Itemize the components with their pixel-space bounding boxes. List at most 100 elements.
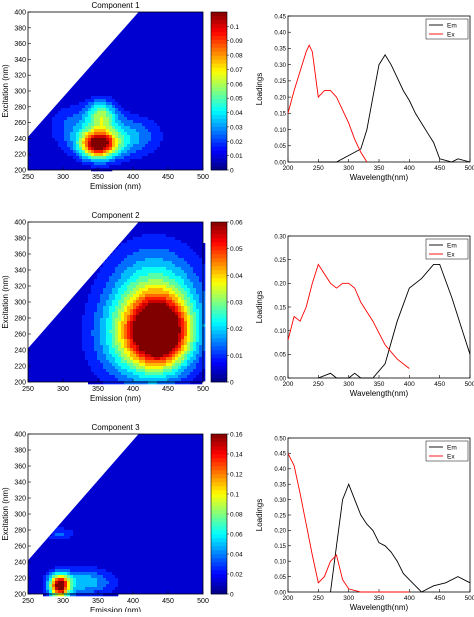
heatmap-cell <box>163 234 167 238</box>
heatmap-cell <box>121 357 125 361</box>
heatmap-cell <box>193 318 197 322</box>
heatmap-cell <box>154 234 158 238</box>
heatmap-cell <box>46 590 50 594</box>
colorbar-segment <box>211 354 227 359</box>
heatmap-cell <box>100 354 104 358</box>
heatmap-cell <box>163 351 167 355</box>
heatmap-cell <box>169 357 173 361</box>
colorbar-segment <box>211 542 227 547</box>
heatmap-cell <box>148 222 152 226</box>
heatmap-cell <box>148 351 152 355</box>
heatmap-cell <box>88 581 92 585</box>
x-axis-label: Emission (nm) <box>90 606 141 612</box>
heatmap-cell <box>145 321 149 325</box>
heatmap-cell <box>118 351 122 355</box>
heatmap-cell <box>199 264 203 268</box>
heatmap-cell <box>73 348 77 352</box>
colorbar-tick-label: 0.05 <box>230 96 243 103</box>
heatmap-cell <box>115 345 119 349</box>
heatmap-cell <box>64 105 68 109</box>
heatmap-cell <box>70 114 74 118</box>
heatmap-cell <box>43 569 47 573</box>
heatmap-cell <box>88 360 92 364</box>
heatmap-cell <box>109 102 113 106</box>
heatmap-cell <box>82 126 86 130</box>
colorbar-segment <box>211 514 227 519</box>
heatmap-cell <box>121 279 125 283</box>
x-tick-label: 450 <box>434 381 445 388</box>
heatmap-cell <box>148 372 152 376</box>
heatmap-cell <box>139 333 143 337</box>
heatmap-cell <box>169 240 173 244</box>
y-tick-label: 0.15 <box>274 544 286 550</box>
heatmap-cell <box>148 321 152 325</box>
heatmap-cell <box>136 306 140 310</box>
heatmap-cell <box>103 330 107 334</box>
heatmap-cell <box>85 162 89 166</box>
heatmap-cell <box>160 276 164 280</box>
heatmap-cell <box>124 300 128 304</box>
heatmap-cell <box>88 381 92 385</box>
heatmap-cell <box>124 581 128 585</box>
colorbar-segment <box>211 434 227 439</box>
heatmap-cell <box>121 132 125 136</box>
heatmap-cell <box>196 291 200 295</box>
heatmap-cell <box>202 360 206 364</box>
y-tick-label: 0.35 <box>274 47 286 53</box>
heatmap-cell <box>82 333 86 337</box>
heatmap-cell <box>85 575 89 579</box>
heatmap-cell <box>133 135 137 139</box>
heatmap-cell <box>52 539 56 543</box>
colorbar-segment <box>211 130 227 135</box>
heatmap-cell <box>157 309 161 313</box>
heatmap-cell <box>136 300 140 304</box>
heatmap-cell <box>160 270 164 274</box>
heatmap-cell <box>148 228 152 232</box>
x-tick-label: 300 <box>343 165 354 172</box>
heatmap-cell <box>199 336 203 340</box>
colorbar-segment <box>211 322 227 327</box>
heatmap-cell <box>193 306 197 310</box>
heatmap-cell <box>124 354 128 358</box>
heatmap-cell <box>100 351 104 355</box>
heatmap-cell <box>67 536 71 540</box>
heatmap-cell <box>91 123 95 127</box>
heatmap-cell <box>169 261 173 265</box>
heatmap-cell <box>157 141 161 145</box>
heatmap-cell <box>133 117 137 121</box>
heatmap-cell <box>154 255 158 259</box>
heatmap-cell <box>115 584 119 588</box>
heatmap-cell <box>112 294 116 298</box>
heatmap-cell <box>184 261 188 265</box>
heatmap-cell <box>196 342 200 346</box>
heatmap-cell <box>61 563 65 567</box>
heatmap-cell <box>70 581 74 585</box>
heatmap-cell <box>112 587 116 591</box>
heatmap-cell <box>40 584 44 588</box>
heatmap-cell <box>97 375 101 379</box>
heatmap-cell <box>196 345 200 349</box>
heatmap-cell <box>145 264 149 268</box>
heatmap-cell <box>118 138 122 142</box>
heatmap-cell <box>199 321 203 325</box>
heatmap-cell <box>145 141 149 145</box>
heatmap-cell <box>103 566 107 570</box>
heatmap-cell <box>136 144 140 148</box>
heatmap-cell <box>175 330 179 334</box>
heatmap-cell <box>85 303 89 307</box>
heatmap-cell <box>193 342 197 346</box>
heatmap-cell <box>76 144 80 148</box>
heatmap-cell <box>55 566 59 570</box>
heatmap-cell <box>85 300 89 304</box>
heatmap-cell <box>103 593 107 597</box>
heatmap-cell <box>112 360 116 364</box>
heatmap-cell <box>112 165 116 169</box>
heatmap-cell <box>133 129 137 133</box>
heatmap-cell <box>202 309 206 313</box>
heatmap-cell <box>187 342 191 346</box>
heatmap-cell <box>142 330 146 334</box>
heatmap-cell <box>94 572 98 576</box>
heatmap-cell <box>115 96 119 100</box>
heatmap-cell <box>160 324 164 328</box>
heatmap-cell <box>133 348 137 352</box>
